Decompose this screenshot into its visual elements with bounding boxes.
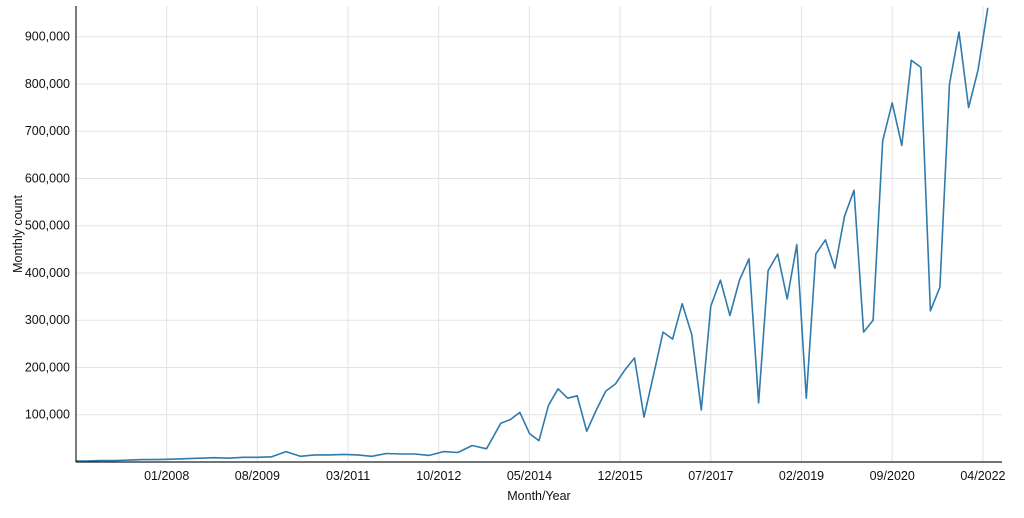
y-tick-label: 400,000 [25,266,70,280]
series-line [75,7,989,462]
y-tick-label: 200,000 [25,360,70,374]
y-tick-label: 600,000 [25,171,70,185]
x-tick-label: 03/2011 [326,469,370,483]
x-tick-label: 09/2020 [870,469,915,483]
x-tick-label: 04/2022 [960,469,1005,483]
series-layer [75,7,989,462]
x-tick-label: 07/2017 [688,469,733,483]
x-tick-label: 05/2014 [507,469,552,483]
x-tick-label: 10/2012 [416,469,461,483]
y-tick-label: 800,000 [25,77,70,91]
x-axis-title: Month/Year [507,489,570,503]
y-tick-label: 100,000 [25,408,70,422]
y-tick-label: 900,000 [25,30,70,44]
tick-labels: 100,000 200,000 300,000 400,000 500,000 600,0… [25,30,1006,483]
y-tick-label: 300,000 [25,313,70,327]
y-axis-title: Monthly count [11,195,25,273]
x-tick-label: 08/2009 [235,469,280,483]
x-tick-label: 02/2019 [779,469,824,483]
axes [75,6,1002,463]
y-tick-label: 500,000 [25,219,70,233]
x-tick-label: 01/2008 [144,469,189,483]
y-tick-label: 700,000 [25,124,70,138]
x-tick-label: 12/2015 [598,469,643,483]
gridlines [76,6,1002,462]
